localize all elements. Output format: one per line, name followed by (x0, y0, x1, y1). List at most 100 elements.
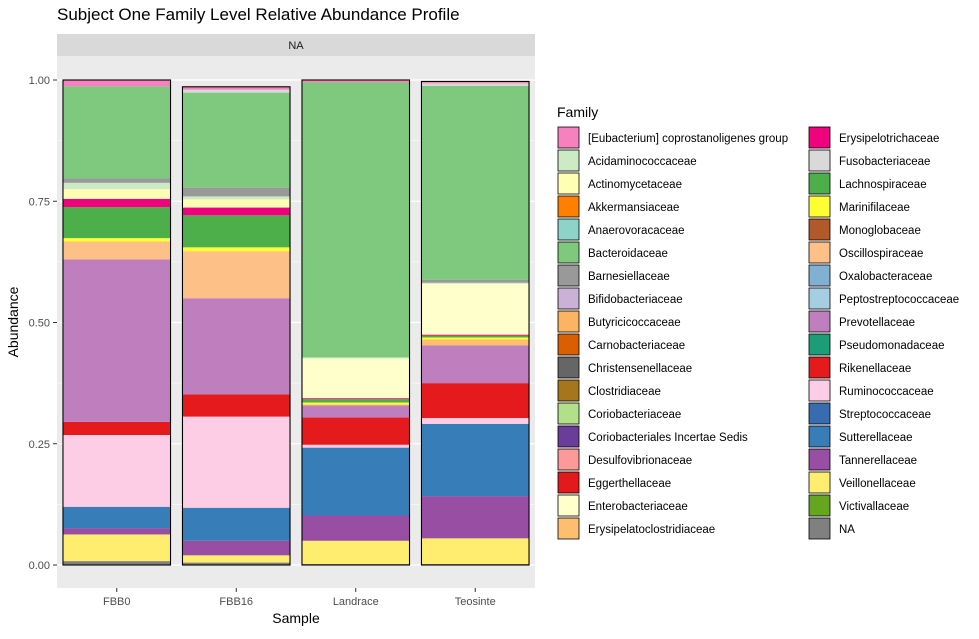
bar-segment (301, 402, 410, 405)
bar-segment (421, 345, 530, 384)
legend-label: Acidaminococcaceae (588, 156, 697, 168)
bar-segment (62, 182, 171, 190)
chart-title: Subject One Family Level Relative Abunda… (57, 5, 460, 24)
bar-segment (421, 496, 530, 539)
bar-segment (62, 561, 171, 565)
legend-key (557, 517, 580, 540)
legend-key (808, 172, 831, 195)
bar-segment (62, 259, 171, 422)
bar-segment (182, 555, 291, 563)
bar-segment (421, 418, 530, 424)
bar-segment (301, 358, 410, 399)
legend-label: Oxalobacteraceae (839, 271, 932, 283)
legend-key (557, 333, 580, 356)
legend-key (808, 356, 831, 379)
x-axis-label: Sample (272, 610, 320, 626)
y-tick-label: 0.25 (29, 439, 50, 451)
bar-segment (301, 540, 410, 565)
bar-segment (421, 83, 530, 86)
legend-label: Ruminococcaceae (839, 386, 934, 398)
x-axis: FBB0 FBB16 Landrace Teosinte (103, 588, 496, 608)
bar-segment (301, 357, 410, 359)
bar-segment (182, 394, 291, 417)
legend-label: Eggerthellaceae (588, 478, 671, 490)
bar-segment (62, 528, 171, 535)
bar-segment (182, 247, 291, 252)
bar-segment (301, 447, 410, 516)
legend-label: Prevotellaceae (839, 317, 915, 329)
y-tick-label: 1.00 (29, 75, 50, 87)
bar-segment (301, 417, 410, 445)
legend-label: Desulfovibrionaceae (588, 455, 692, 467)
legend-label: Monoglobaceae (839, 225, 921, 237)
legend-label: Carnobacteriaceae (588, 340, 685, 352)
legend-key (808, 379, 831, 402)
legend-label: Erysipelotrichaceae (839, 133, 939, 145)
bar-outline (181, 86, 291, 566)
bar-segment (301, 404, 410, 406)
legend-label: Veillonellaceae (839, 478, 916, 490)
legend-key (808, 310, 831, 333)
legend-key (557, 310, 580, 333)
legend-key (808, 126, 831, 149)
legend-key (808, 287, 831, 310)
bar-segment (182, 92, 291, 188)
bar-segment (421, 538, 530, 565)
legend-key (808, 448, 831, 471)
legend-key (808, 517, 831, 540)
legend-label: Barnesiellaceae (588, 271, 670, 283)
legend-key (557, 448, 580, 471)
legend-label: Oscillospiraceae (839, 248, 923, 260)
bar-segment (421, 335, 530, 338)
legend-label: Marinifilaceae (839, 202, 910, 214)
legend-label: Anaerovoracaceae (588, 225, 685, 237)
legend-label: Butyricicoccaceae (588, 317, 681, 329)
legend-key (808, 195, 831, 218)
y-tick-label: 0.75 (29, 196, 50, 208)
bar-segment (62, 189, 171, 199)
legend-label: Christensenellaceae (588, 363, 692, 375)
bar-segment (62, 506, 171, 529)
y-axis-label: Abundance (5, 286, 21, 357)
legend-label: [Eubacterium] coprostanoligenes group (588, 133, 788, 145)
bar-segment (182, 416, 291, 508)
legend-key (557, 126, 580, 149)
legend-label: Enterobacteriaceae (588, 501, 688, 513)
legend-key (557, 379, 580, 402)
legend: Family [Eubacterium] coprostanoligenes g… (557, 104, 959, 540)
bar-segment (62, 241, 171, 260)
bar-segment (182, 562, 291, 565)
bar-segment (182, 89, 291, 93)
bar-segment (182, 215, 291, 248)
bar-segment (62, 80, 171, 87)
bar-segment (421, 337, 530, 340)
legend-label: Victivallaceae (839, 501, 909, 513)
bar-segment (62, 207, 171, 239)
bar-segment (62, 178, 171, 183)
legend-key (557, 425, 580, 448)
legend-label: Coriobacteriales Incertae Sedis (588, 432, 748, 444)
legend-label: Tannerellaceae (839, 455, 917, 467)
legend-key (557, 149, 580, 172)
bar-segment (421, 283, 530, 335)
y-tick-label: 0.50 (29, 318, 50, 330)
bar-segment (182, 251, 291, 299)
x-tick-label: FBB0 (103, 596, 131, 608)
legend-label: Rikenellaceae (839, 363, 911, 375)
bar-segment (182, 298, 291, 395)
x-tick-label: FBB16 (219, 596, 253, 608)
bar-segment (62, 421, 171, 436)
stacked-bars (62, 79, 530, 566)
bar-segment (301, 515, 410, 541)
legend-label: Peptostreptococcaceae (839, 294, 959, 306)
x-tick-label: Teosinte (455, 596, 496, 608)
bar-segment (421, 85, 530, 280)
bar-segment (182, 507, 291, 541)
legend-key (557, 195, 580, 218)
legend-key (557, 471, 580, 494)
legend-key (808, 471, 831, 494)
facet-label: NA (288, 40, 304, 52)
legend-label: Streptococcaceae (839, 409, 931, 421)
legend-key (808, 333, 831, 356)
